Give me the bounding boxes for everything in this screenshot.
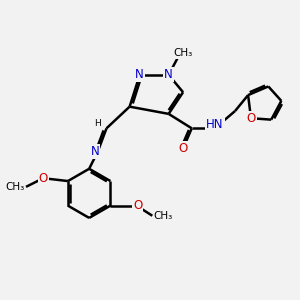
Text: CH₃: CH₃ [154, 211, 173, 221]
Text: N: N [164, 68, 173, 81]
Text: O: O [246, 112, 256, 125]
Text: CH₃: CH₃ [5, 182, 25, 192]
Text: O: O [133, 199, 142, 212]
Text: O: O [178, 142, 188, 155]
Text: CH₃: CH₃ [173, 48, 193, 58]
Text: HN: HN [206, 118, 224, 131]
Text: N: N [91, 145, 99, 158]
Text: O: O [39, 172, 48, 185]
Text: H: H [94, 119, 101, 128]
Text: N: N [135, 68, 144, 81]
